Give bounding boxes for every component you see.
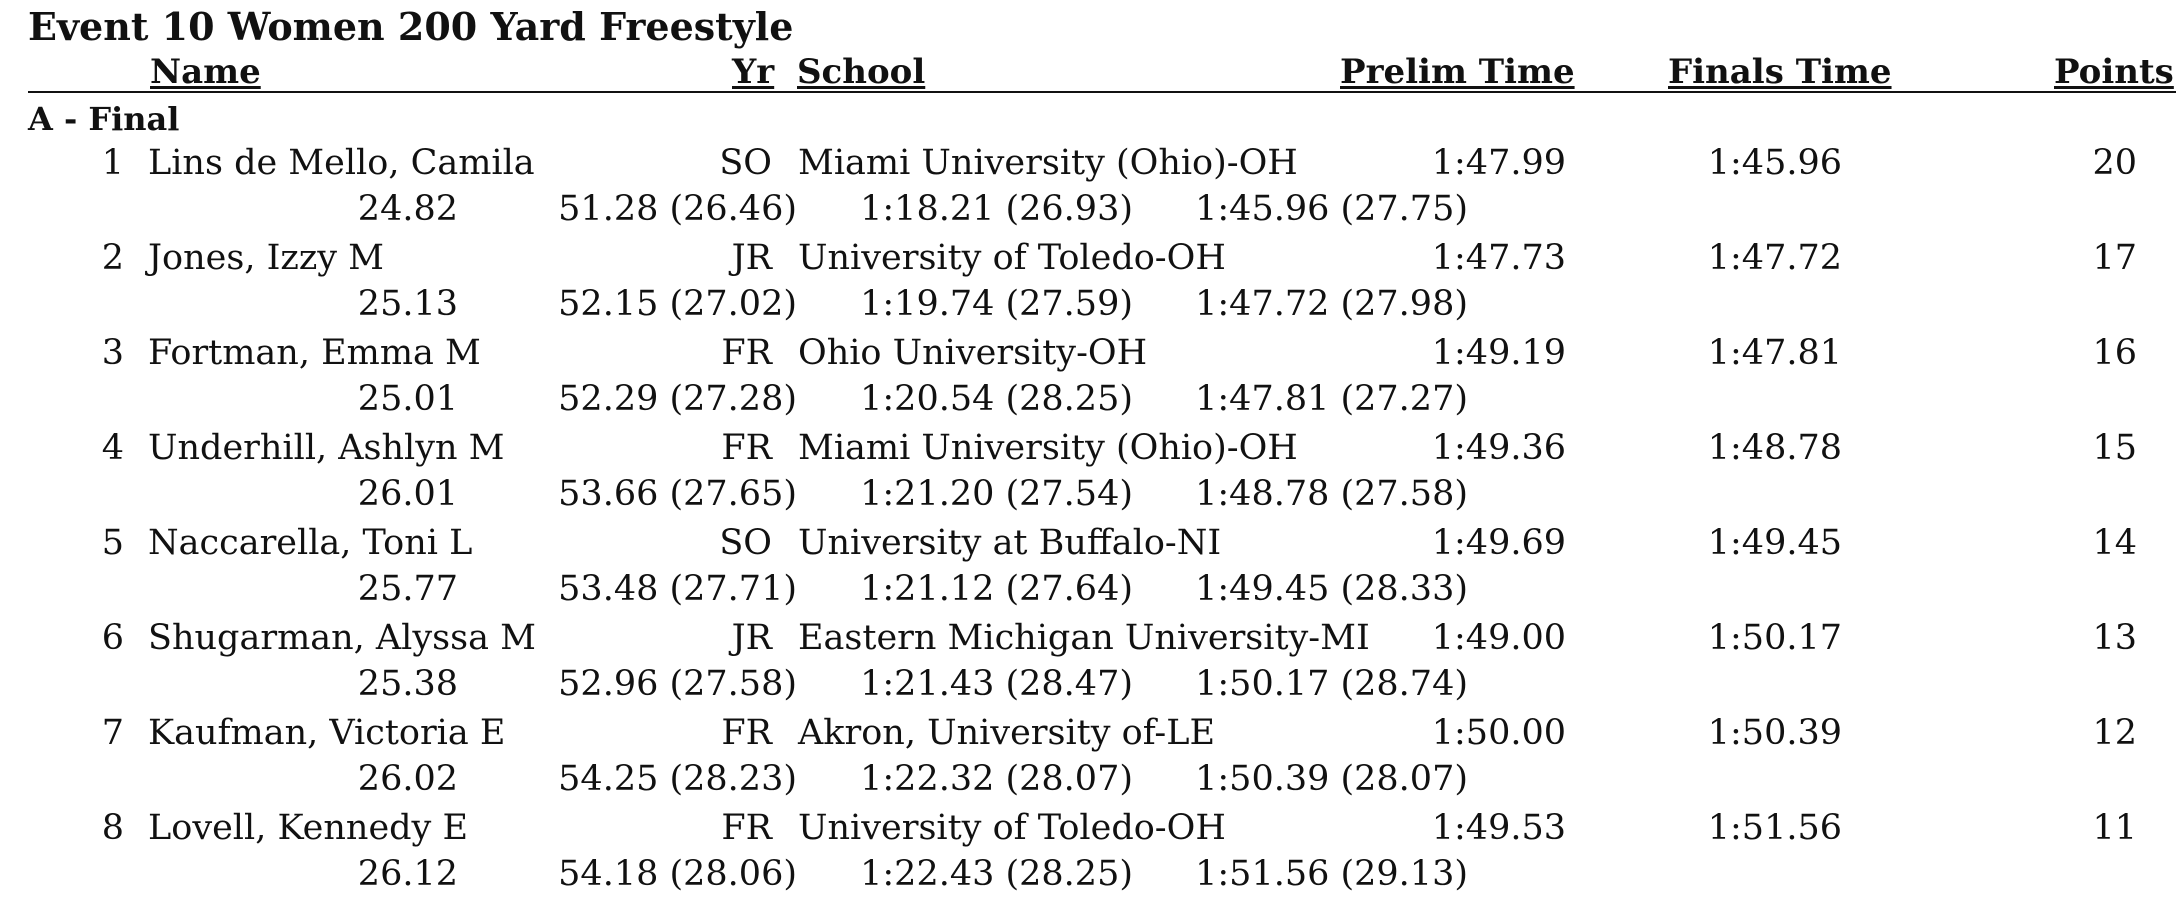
- split-time: 54.18 (28.06): [558, 854, 797, 894]
- athlete-school: Miami University (Ohio)-OH: [798, 428, 1298, 468]
- split-time: 1:47.81 (27.27): [1195, 379, 1468, 419]
- prelim-time: 1:49.69: [1431, 523, 1566, 563]
- split-time: 1:18.21 (26.93): [860, 189, 1133, 229]
- split-time: 54.25 (28.23): [558, 759, 797, 799]
- finals-time: 1:49.45: [1707, 523, 1842, 563]
- prelim-time: 1:49.19: [1431, 333, 1566, 373]
- split-time: 26.01: [357, 474, 458, 514]
- athlete-name: Fortman, Emma M: [148, 333, 481, 373]
- prelim-time: 1:50.00: [1431, 713, 1566, 753]
- points: 20: [2092, 143, 2137, 183]
- header-name: Name: [150, 52, 261, 92]
- split-time: 51.28 (26.46): [558, 189, 797, 229]
- athlete-name: Jones, Izzy M: [148, 238, 385, 278]
- split-time: 1:51.56 (29.13): [1195, 854, 1468, 894]
- split-time: 26.02: [357, 759, 458, 799]
- result-place: 8: [101, 808, 124, 848]
- split-time: 25.77: [357, 569, 458, 609]
- prelim-time: 1:47.73: [1431, 238, 1566, 278]
- split-time: 1:50.17 (28.74): [1195, 664, 1468, 704]
- split-time: 1:50.39 (28.07): [1195, 759, 1468, 799]
- split-time: 25.01: [357, 379, 458, 419]
- split-time: 24.82: [357, 189, 458, 229]
- athlete-year: FR: [721, 808, 772, 848]
- split-time: 1:21.20 (27.54): [860, 474, 1133, 514]
- split-time: 52.96 (27.58): [558, 664, 797, 704]
- prelim-time: 1:49.00: [1431, 618, 1566, 658]
- finals-time: 1:50.17: [1707, 618, 1842, 658]
- athlete-name: Underhill, Ashlyn M: [148, 428, 505, 468]
- athlete-school: Eastern Michigan University-MI: [798, 618, 1370, 658]
- header-points: Points: [2054, 52, 2174, 92]
- header-yr: Yr: [732, 52, 775, 92]
- split-time: 25.38: [357, 664, 458, 704]
- athlete-name: Shugarman, Alyssa M: [148, 618, 536, 658]
- split-time: 1:49.45 (28.33): [1195, 569, 1468, 609]
- athlete-school: Miami University (Ohio)-OH: [798, 143, 1298, 183]
- prelim-time: 1:49.36: [1431, 428, 1566, 468]
- athlete-name: Lovell, Kennedy E: [148, 808, 469, 848]
- header-prelim-time: Prelim Time: [1340, 52, 1575, 92]
- header-rule: [28, 91, 2176, 93]
- points: 11: [2092, 808, 2137, 848]
- result-place: 5: [101, 523, 124, 563]
- result-place: 6: [101, 618, 124, 658]
- finals-time: 1:48.78: [1707, 428, 1842, 468]
- split-time: 1:47.72 (27.98): [1195, 284, 1468, 324]
- result-place: 7: [101, 713, 124, 753]
- athlete-year: SO: [719, 523, 772, 563]
- athlete-year: FR: [721, 428, 772, 468]
- athlete-name: Lins de Mello, Camila: [148, 143, 535, 183]
- finals-time: 1:50.39: [1707, 713, 1842, 753]
- athlete-year: JR: [731, 618, 772, 658]
- event-title: Event 10 Women 200 Yard Freestyle: [28, 4, 794, 49]
- split-time: 1:22.43 (28.25): [860, 854, 1133, 894]
- split-time: 1:21.43 (28.47): [860, 664, 1133, 704]
- finals-time: 1:47.81: [1707, 333, 1842, 373]
- athlete-school: Ohio University-OH: [798, 333, 1148, 373]
- athlete-school: University at Buffalo-NI: [798, 523, 1222, 563]
- athlete-school: University of Toledo-OH: [798, 808, 1226, 848]
- split-time: 26.12: [357, 854, 458, 894]
- athlete-year: FR: [721, 713, 772, 753]
- points: 15: [2092, 428, 2137, 468]
- prelim-time: 1:49.53: [1431, 808, 1566, 848]
- athlete-year: FR: [721, 333, 772, 373]
- split-time: 1:19.74 (27.59): [860, 284, 1133, 324]
- athlete-name: Naccarella, Toni L: [148, 523, 473, 563]
- points: 16: [2092, 333, 2137, 373]
- split-time: 1:22.32 (28.07): [860, 759, 1133, 799]
- points: 17: [2092, 238, 2137, 278]
- header-school: School: [797, 52, 926, 92]
- section-label: A - Final: [28, 100, 180, 138]
- result-place: 1: [101, 143, 124, 183]
- finals-time: 1:47.72: [1707, 238, 1842, 278]
- athlete-year: JR: [731, 238, 772, 278]
- split-time: 1:21.12 (27.64): [860, 569, 1133, 609]
- finals-time: 1:51.56: [1707, 808, 1842, 848]
- split-time: 1:20.54 (28.25): [860, 379, 1133, 419]
- athlete-school: Akron, University of-LE: [798, 713, 1216, 753]
- points: 14: [2092, 523, 2137, 563]
- result-place: 4: [101, 428, 124, 468]
- result-place: 2: [101, 238, 124, 278]
- split-time: 25.13: [357, 284, 458, 324]
- split-time: 1:45.96 (27.75): [1195, 189, 1468, 229]
- split-time: 52.29 (27.28): [558, 379, 797, 419]
- athlete-year: SO: [719, 143, 772, 183]
- split-time: 53.48 (27.71): [558, 569, 797, 609]
- split-time: 53.66 (27.65): [558, 474, 797, 514]
- points: 13: [2092, 618, 2137, 658]
- split-time: 52.15 (27.02): [558, 284, 797, 324]
- points: 12: [2092, 713, 2137, 753]
- prelim-time: 1:47.99: [1431, 143, 1566, 183]
- result-place: 3: [101, 333, 124, 373]
- finals-time: 1:45.96: [1707, 143, 1842, 183]
- split-time: 1:48.78 (27.58): [1195, 474, 1468, 514]
- athlete-name: Kaufman, Victoria E: [148, 713, 506, 753]
- athlete-school: University of Toledo-OH: [798, 238, 1226, 278]
- header-finals-time: Finals Time: [1668, 52, 1892, 92]
